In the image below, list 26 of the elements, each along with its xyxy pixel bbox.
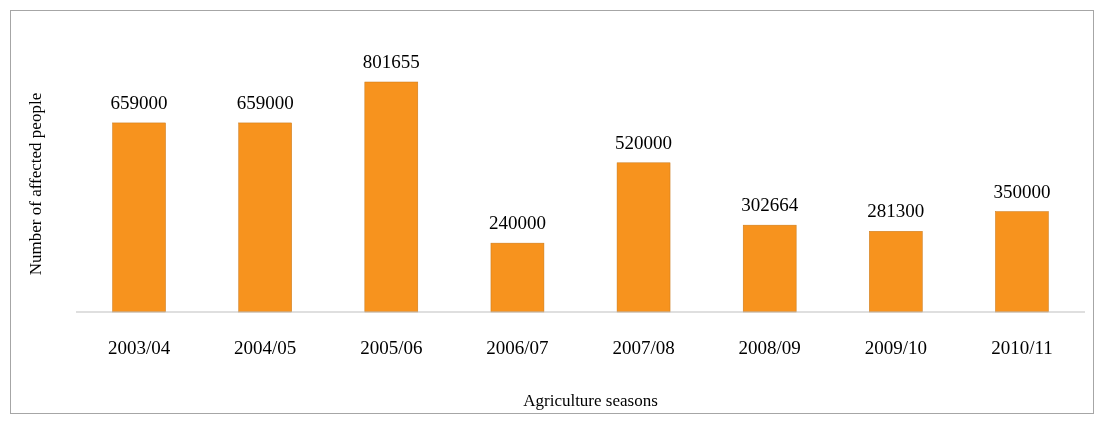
- data-label: 350000: [993, 180, 1051, 202]
- data-label: 302664: [741, 194, 799, 216]
- data-label: 659000: [236, 91, 294, 113]
- bar: [364, 81, 419, 313]
- data-label: 659000: [110, 91, 168, 113]
- x-axis-title: Agriculture seasons: [523, 391, 658, 410]
- bar: [616, 162, 671, 313]
- bar: [112, 122, 166, 313]
- data-label: 240000: [488, 212, 546, 234]
- x-tick-label: 2008/09: [738, 337, 801, 358]
- x-tick-label: 2010/11: [991, 337, 1053, 358]
- bar: [490, 242, 545, 313]
- y-axis-title: Number of affected people: [26, 92, 45, 276]
- x-tick-label: 2003/04: [107, 337, 171, 358]
- data-label: 801655: [362, 51, 420, 72]
- x-tick-label: 2004/05: [234, 337, 297, 358]
- bar: [238, 122, 292, 313]
- x-tick-label: 2007/08: [612, 337, 675, 358]
- data-label: 281300: [867, 200, 925, 222]
- x-tick-label: 2005/06: [360, 337, 423, 358]
- data-label: 520000: [615, 131, 673, 153]
- x-tick-label: 2006/07: [486, 337, 549, 358]
- x-tick-label: 2009/10: [864, 337, 927, 358]
- bar: [995, 211, 1049, 313]
- bar: [742, 224, 797, 313]
- bar: [869, 231, 923, 313]
